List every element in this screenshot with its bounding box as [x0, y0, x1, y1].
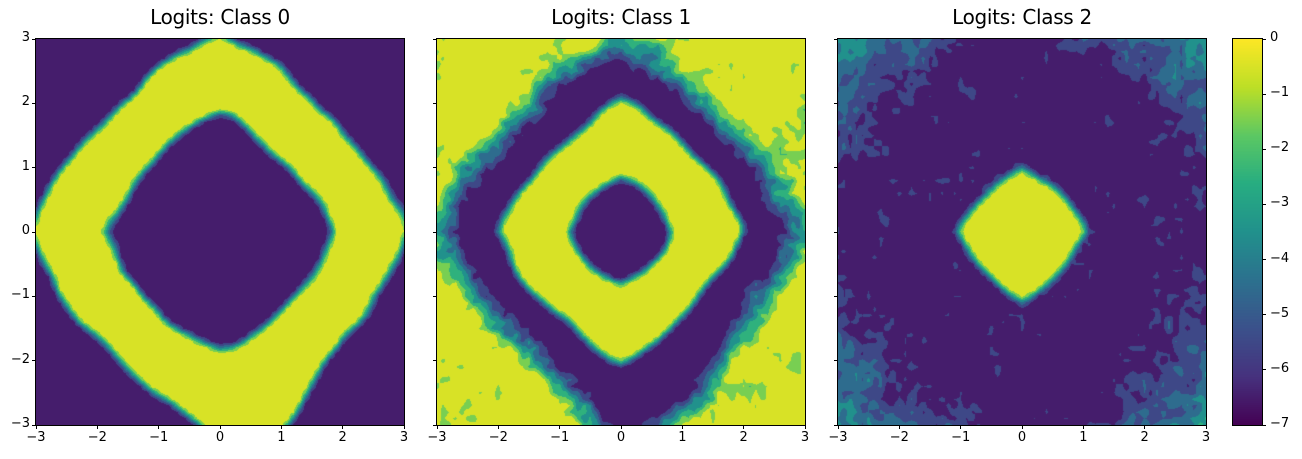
x-tick-label: 0	[1017, 430, 1027, 445]
x-tick-mark	[743, 425, 745, 429]
colorbar-tick-mark	[1262, 93, 1266, 95]
colorbar-tick-mark	[1262, 259, 1266, 261]
y-tick-label: 3	[21, 30, 30, 45]
x-tick-mark	[559, 425, 561, 429]
x-tick-label: −3	[828, 430, 848, 445]
colorbar-tick-label: −2	[1270, 140, 1290, 156]
x-tick-mark	[280, 425, 282, 429]
y-tick-mark	[433, 167, 437, 169]
y-tick-mark	[834, 38, 838, 40]
contour-plot-class-2	[837, 38, 1207, 426]
contour-canvas-class-2	[838, 39, 1206, 425]
colorbar-tick-mark	[1262, 314, 1266, 316]
x-tick-mark	[436, 425, 438, 429]
colorbar-tick-label: −4	[1270, 250, 1290, 266]
y-tick-label: −3	[10, 416, 30, 431]
x-tick-label: −3	[26, 430, 46, 445]
x-tick-label: 1	[678, 430, 687, 445]
x-tick-label: 3	[800, 430, 810, 445]
y-tick-label: −2	[10, 351, 30, 367]
x-tick-label: 1	[277, 430, 286, 445]
x-tick-label: −2	[889, 430, 909, 445]
x-tick-mark	[1205, 425, 1207, 429]
y-tick-mark	[32, 424, 36, 426]
x-tick-mark	[219, 425, 221, 429]
x-tick-mark	[35, 425, 37, 429]
x-tick-label: 2	[338, 430, 347, 445]
y-tick-mark	[834, 360, 838, 362]
colorbar	[1232, 38, 1263, 426]
x-tick-mark	[898, 425, 900, 429]
y-tick-mark	[834, 424, 838, 426]
contour-plot-class-1	[436, 38, 806, 426]
x-tick-label: 1	[1079, 430, 1088, 445]
y-tick-mark	[834, 231, 838, 233]
contour-plot-class-0	[35, 38, 405, 426]
x-tick-mark	[681, 425, 683, 429]
x-tick-mark	[403, 425, 405, 429]
x-tick-mark	[960, 425, 962, 429]
y-tick-mark	[433, 295, 437, 297]
colorbar-tick-label: −1	[1270, 85, 1290, 101]
contour-canvas-class-0	[36, 39, 404, 425]
colorbar-tick-mark	[1262, 369, 1266, 371]
panel-title-class-1: Logits: Class 1	[551, 5, 691, 29]
x-tick-label: −1	[951, 430, 971, 445]
colorbar-tick-label: −7	[1270, 416, 1290, 431]
x-tick-label: −1	[149, 430, 169, 445]
x-tick-mark	[837, 425, 839, 429]
panel-title-class-2: Logits: Class 2	[952, 5, 1092, 29]
colorbar-tick-mark	[1262, 148, 1266, 150]
y-tick-label: 2	[21, 94, 30, 110]
contour-canvas-class-1	[437, 39, 805, 425]
x-tick-mark	[342, 425, 344, 429]
x-tick-mark	[96, 425, 98, 429]
y-tick-mark	[32, 231, 36, 233]
y-tick-mark	[32, 102, 36, 104]
x-tick-label: 2	[1140, 430, 1149, 445]
colorbar-tick-label: −6	[1270, 360, 1290, 376]
y-tick-mark	[433, 360, 437, 362]
y-tick-mark	[32, 295, 36, 297]
y-tick-mark	[433, 38, 437, 40]
y-tick-label: −1	[10, 287, 30, 303]
panel-title-class-0: Logits: Class 0	[150, 5, 290, 29]
colorbar-tick-mark	[1262, 424, 1266, 426]
colorbar-tick-label: 0	[1270, 30, 1279, 45]
x-tick-mark	[497, 425, 499, 429]
colorbar-canvas	[1233, 39, 1262, 425]
y-tick-label: 1	[21, 158, 30, 174]
y-tick-mark	[834, 167, 838, 169]
y-tick-mark	[433, 424, 437, 426]
colorbar-tick-mark	[1262, 203, 1266, 205]
y-tick-mark	[433, 102, 437, 104]
y-tick-mark	[32, 38, 36, 40]
y-tick-mark	[32, 167, 36, 169]
colorbar-tick-label: −3	[1270, 195, 1290, 211]
y-tick-mark	[32, 360, 36, 362]
x-tick-label: 2	[739, 430, 748, 445]
x-tick-label: −2	[488, 430, 508, 445]
x-tick-label: 0	[616, 430, 626, 445]
x-tick-mark	[1082, 425, 1084, 429]
y-tick-mark	[433, 231, 437, 233]
x-tick-label: −1	[550, 430, 570, 445]
colorbar-tick-label: −5	[1270, 305, 1290, 321]
colorbar-tick-mark	[1262, 38, 1266, 40]
x-tick-mark	[158, 425, 160, 429]
x-tick-label: 0	[215, 430, 225, 445]
x-tick-label: −3	[427, 430, 447, 445]
y-tick-label: 0	[21, 223, 30, 238]
x-tick-mark	[804, 425, 806, 429]
y-tick-mark	[834, 102, 838, 104]
x-tick-mark	[1144, 425, 1146, 429]
x-tick-mark	[620, 425, 622, 429]
y-tick-mark	[834, 295, 838, 297]
x-tick-mark	[1021, 425, 1023, 429]
x-tick-label: 3	[399, 430, 409, 445]
x-tick-label: 3	[1201, 430, 1211, 445]
x-tick-label: −2	[87, 430, 107, 445]
